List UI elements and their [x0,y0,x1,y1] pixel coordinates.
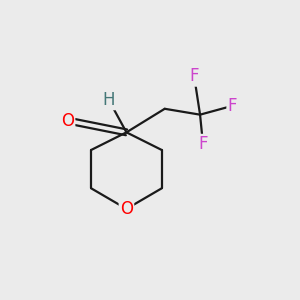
Text: F: F [228,97,237,115]
Text: F: F [198,135,208,153]
Text: O: O [120,200,133,218]
Text: F: F [189,68,199,85]
Text: H: H [103,91,115,109]
Text: O: O [61,112,74,130]
